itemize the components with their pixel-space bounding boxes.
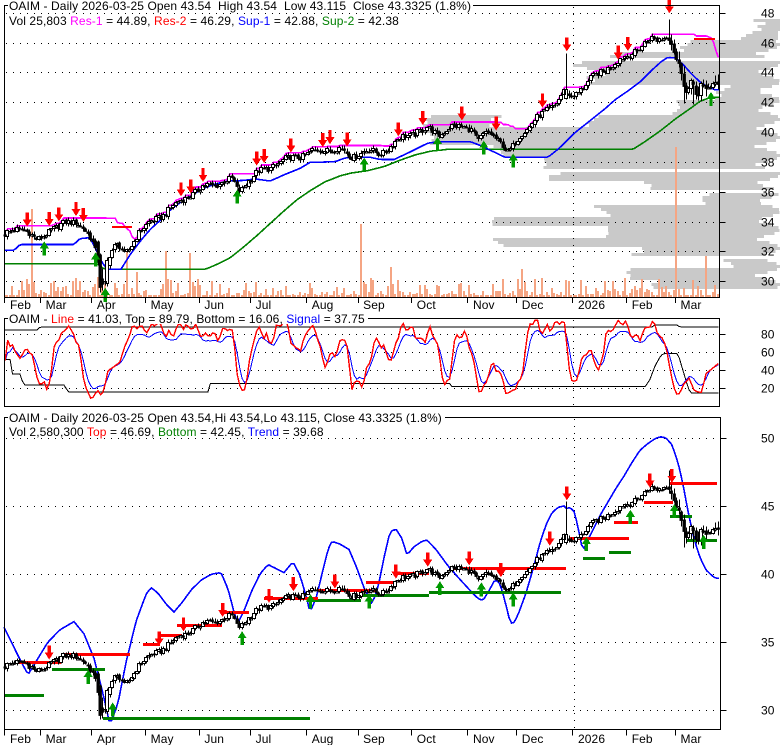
svg-text:Feb: Feb xyxy=(632,732,653,745)
svg-text:Jun: Jun xyxy=(204,298,224,312)
svg-text:80: 80 xyxy=(761,328,775,342)
svg-text:Apr: Apr xyxy=(97,298,116,312)
svg-text:Feb: Feb xyxy=(632,298,653,312)
svg-text:44: 44 xyxy=(761,66,775,80)
svg-text:Jun: Jun xyxy=(204,732,224,745)
svg-text:40: 40 xyxy=(761,126,775,140)
svg-text:OAIM - Line = 41.03, Top = 89.: OAIM - Line = 41.03, Top = 89.79, Bottom… xyxy=(9,312,365,326)
svg-text:Jul: Jul xyxy=(256,298,272,312)
svg-text:Feb: Feb xyxy=(10,298,31,312)
svg-text:Sep: Sep xyxy=(363,298,385,312)
svg-text:Jul: Jul xyxy=(256,732,272,745)
svg-text:Oct: Oct xyxy=(417,298,437,312)
svg-text:Nov: Nov xyxy=(473,732,495,745)
svg-text:40: 40 xyxy=(761,568,775,582)
svg-text:Dec: Dec xyxy=(522,298,544,312)
svg-text:36: 36 xyxy=(761,186,775,200)
svg-text:Nov: Nov xyxy=(473,298,495,312)
svg-text:20: 20 xyxy=(761,382,775,396)
svg-text:Vol 25,803 Res-1 = 44.89, Res-: Vol 25,803 Res-1 = 44.89, Res-2 = 46.29,… xyxy=(9,14,399,28)
svg-text:OAIM - Daily 2026-03-25 Open 4: OAIM - Daily 2026-03-25 Open 43.54 High … xyxy=(9,0,471,13)
svg-text:60: 60 xyxy=(761,346,775,360)
svg-text:Aug: Aug xyxy=(312,298,334,312)
svg-text:Mar: Mar xyxy=(46,298,67,312)
svg-text:38: 38 xyxy=(761,156,775,170)
svg-text:May: May xyxy=(151,298,174,312)
svg-text:Mar: Mar xyxy=(681,732,702,745)
svg-text:48: 48 xyxy=(761,7,775,21)
svg-text:50: 50 xyxy=(761,432,775,446)
svg-text:46: 46 xyxy=(761,37,775,51)
svg-text:2026: 2026 xyxy=(578,298,605,312)
svg-text:Feb: Feb xyxy=(10,732,31,745)
svg-text:Mar: Mar xyxy=(46,732,67,745)
svg-text:Sep: Sep xyxy=(363,732,385,745)
svg-text:Apr: Apr xyxy=(97,732,116,745)
svg-text:40: 40 xyxy=(761,364,775,378)
svg-text:Oct: Oct xyxy=(417,732,437,745)
svg-text:Dec: Dec xyxy=(522,732,544,745)
svg-text:35: 35 xyxy=(761,636,775,650)
svg-text:42: 42 xyxy=(761,96,775,110)
svg-text:May: May xyxy=(151,732,174,745)
svg-text:34: 34 xyxy=(761,216,775,230)
svg-text:32: 32 xyxy=(761,245,775,259)
svg-text:Mar: Mar xyxy=(681,298,702,312)
svg-text:OAIM - Daily 2026-03-25 Open 4: OAIM - Daily 2026-03-25 Open 43.54,Hi 43… xyxy=(9,411,442,425)
svg-text:2026: 2026 xyxy=(578,732,605,745)
svg-text:45: 45 xyxy=(761,500,775,514)
svg-text:30: 30 xyxy=(761,704,775,718)
svg-text:Aug: Aug xyxy=(312,732,334,745)
svg-text:Vol 2,580,300 Top = 46.69, Bot: Vol 2,580,300 Top = 46.69, Bottom = 42.4… xyxy=(9,425,324,439)
svg-text:30: 30 xyxy=(761,275,775,289)
